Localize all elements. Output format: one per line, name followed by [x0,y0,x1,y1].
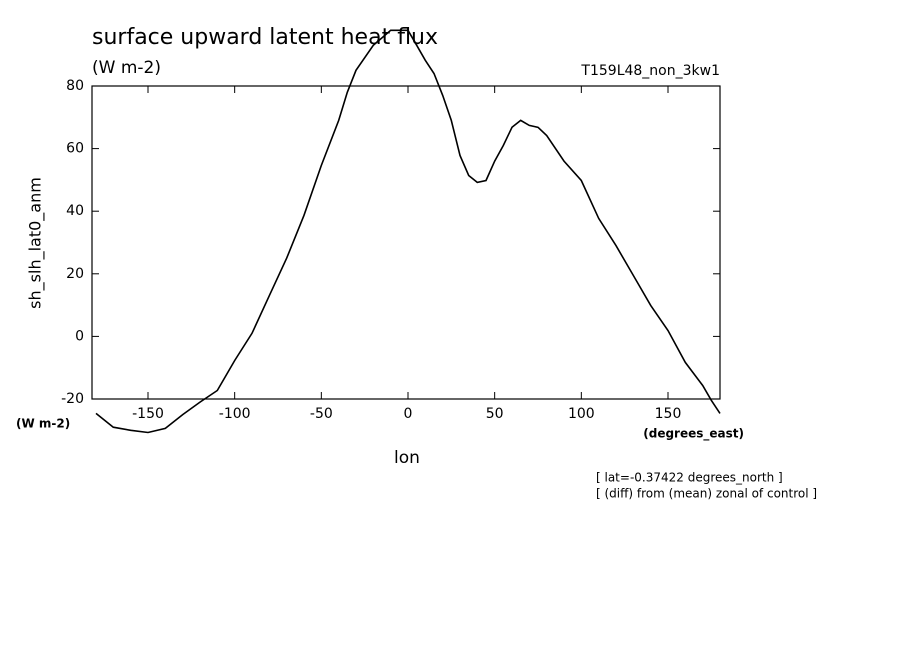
subtitle: (W m-2) [92,58,161,78]
x-tick-label: 0 [404,406,413,422]
y-tick-label: 60 [66,141,84,157]
chart-title: surface upward latent heat flux [92,25,438,50]
data-line [95,29,721,434]
y-tick-label: 40 [66,203,84,219]
y-tick-label: 20 [66,266,84,282]
note: [ (diff) from (mean) zonal of control ] [596,487,817,501]
run-label: T159L48_non_3kw1 [580,63,720,79]
x-tick-label: -50 [310,406,333,422]
x-tick-label: 50 [486,406,504,422]
y-tick-label: -20 [61,391,84,407]
x-tick-label: 150 [655,406,682,422]
note: [ lat=-0.37422 degrees_north ] [596,471,783,485]
x-tick-label: -150 [132,406,164,422]
plot-frame [91,85,721,400]
x-tick-label: 100 [568,406,595,422]
x-axis-label: lon [394,448,420,468]
y-units: (W m-2) [16,417,70,431]
x-tick-label: -100 [219,406,251,422]
y-tick-label: 80 [66,78,84,94]
y-axis-label: sh_slh_lat0_anm [26,177,46,309]
y-tick-label: 0 [75,328,84,344]
x-units: (degrees_east) [643,427,744,442]
